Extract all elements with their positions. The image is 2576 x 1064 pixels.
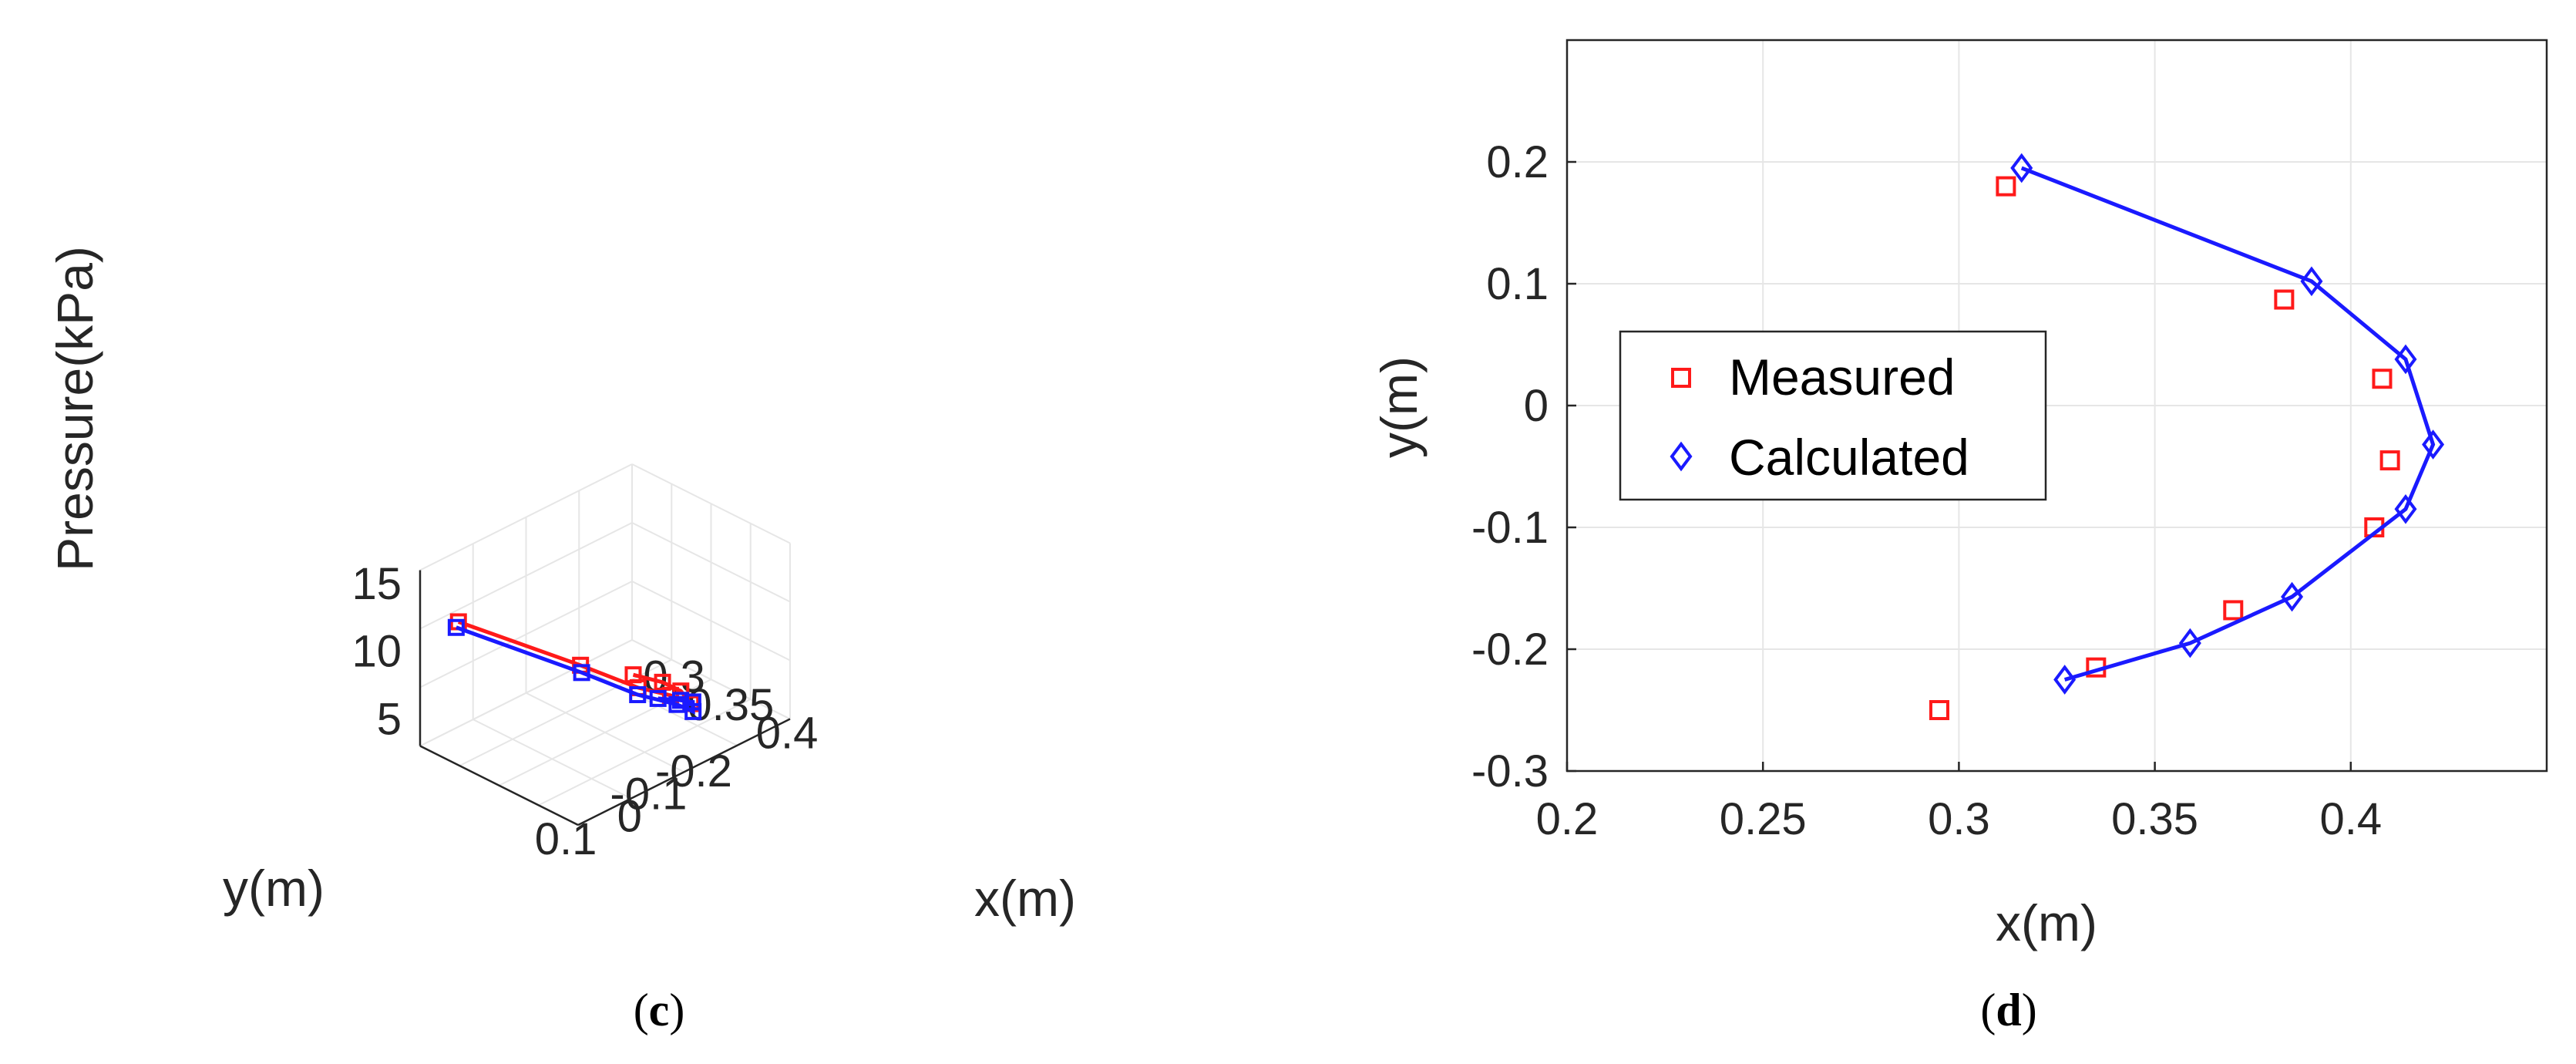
panel-c-box-grid [419, 463, 791, 827]
calculated-point [2422, 429, 2445, 460]
x-tick-label: 0.4 [2319, 794, 2382, 844]
calculated-point [2010, 153, 2033, 184]
x-tick-label: 0.35 [2111, 794, 2198, 844]
calculated-3d-point [684, 702, 702, 720]
panel-c-series [447, 613, 702, 720]
panel-d-series [1929, 153, 2445, 720]
c-grid-line [631, 463, 791, 544]
c-grid-line [631, 522, 791, 603]
calculated-line [2020, 166, 2436, 682]
panel-c-zlabel: Pressure(kPa) [46, 246, 103, 571]
c-grid-line [419, 581, 633, 689]
calculated-point [2394, 493, 2417, 524]
legend-measured-marker [1671, 368, 1691, 388]
panel-c-caption-letter: c [649, 985, 670, 1035]
calculated-3d-point [447, 618, 465, 636]
measured-point [2274, 289, 2295, 310]
c-grid-line [631, 639, 791, 720]
c-grid-line [631, 581, 791, 662]
c-z-tick-label: 10 [351, 627, 402, 677]
c-grid-line [419, 463, 633, 571]
panel-d-caption: (d) [1980, 985, 2036, 1035]
panel-c-ylabel: y(m) [223, 860, 325, 917]
legend: Measured Calculated [1619, 330, 2047, 501]
c-y-tick-label: -0.2 [655, 746, 732, 796]
y-tick-label: 0.2 [1486, 137, 1549, 187]
legend-calculated-label: Calculated [1729, 429, 1969, 486]
c-grid-line [419, 522, 633, 630]
measured-point [2379, 450, 2400, 471]
calculated-point [2394, 344, 2417, 375]
c-x-tick-label: 0.35 [687, 680, 774, 730]
panel-d-xlabel: x(m) [1996, 894, 2097, 951]
calculated-point [2053, 665, 2077, 695]
legend-box [1619, 330, 2047, 501]
panel-c-xlabel: x(m) [974, 870, 1076, 927]
x-tick-label: 0.25 [1720, 794, 1807, 844]
c-y-tick-label: 0 [617, 792, 642, 842]
c-grid-line [538, 698, 752, 806]
y-tick-label: -0.1 [1471, 503, 1549, 553]
measured-point [2372, 369, 2393, 389]
legend-measured-label: Measured [1729, 348, 1956, 406]
panel-c-caption: (c) [634, 985, 685, 1035]
measured-point [2223, 600, 2244, 621]
c-y-tick-label: -0.1 [610, 769, 687, 819]
legend-calculated-marker [1670, 441, 1693, 472]
y-tick-label: 0 [1524, 381, 1549, 431]
panel-d-tick-labels: 0.2 0.25 0.3 0.35 0.4 -0.3 -0.2 -0.1 0 0.1 0.2 [1471, 137, 2382, 844]
c-grid-line [472, 719, 632, 800]
calculated-3d-point [573, 664, 590, 682]
c-grid-line [419, 639, 633, 747]
c-x-axis-line [577, 718, 791, 827]
panel-d-ylabel: y(m) [1370, 356, 1428, 458]
x-tick-label: 0.3 [1928, 794, 1990, 844]
c-z-tick-label: 5 [377, 694, 402, 744]
calculated-3d-point [629, 685, 647, 703]
calculated-3d-point [668, 695, 686, 713]
c-y-axis-line [419, 745, 579, 827]
calculated-3d-point [684, 693, 701, 711]
x-tick-label: 0.2 [1536, 794, 1599, 844]
panel-d-plot-frame [1565, 39, 2548, 773]
c-y-tick-label: 0.1 [535, 814, 597, 864]
calculated-point [2178, 628, 2201, 658]
panel-d-caption-letter: d [1996, 985, 2021, 1035]
y-tick-label: -0.3 [1471, 746, 1549, 796]
y-tick-label: -0.2 [1471, 625, 1549, 675]
calculated-point [2281, 581, 2304, 612]
calculated-3d-point [672, 692, 690, 709]
calculated-3d-point [649, 689, 667, 707]
panel-d-2d-chart: 0.2 0.25 0.3 0.35 0.4 -0.3 -0.2 -0.1 0 0.1 0.2 x(m… [1370, 39, 2548, 1035]
y-tick-label: 0.1 [1486, 259, 1549, 309]
c-x-tick-label: 0.4 [756, 709, 819, 759]
c-z-tick-label: 15 [351, 559, 402, 609]
measured-point [1996, 176, 2016, 197]
calculated-point [2300, 266, 2323, 297]
measured-point [1929, 700, 1949, 720]
